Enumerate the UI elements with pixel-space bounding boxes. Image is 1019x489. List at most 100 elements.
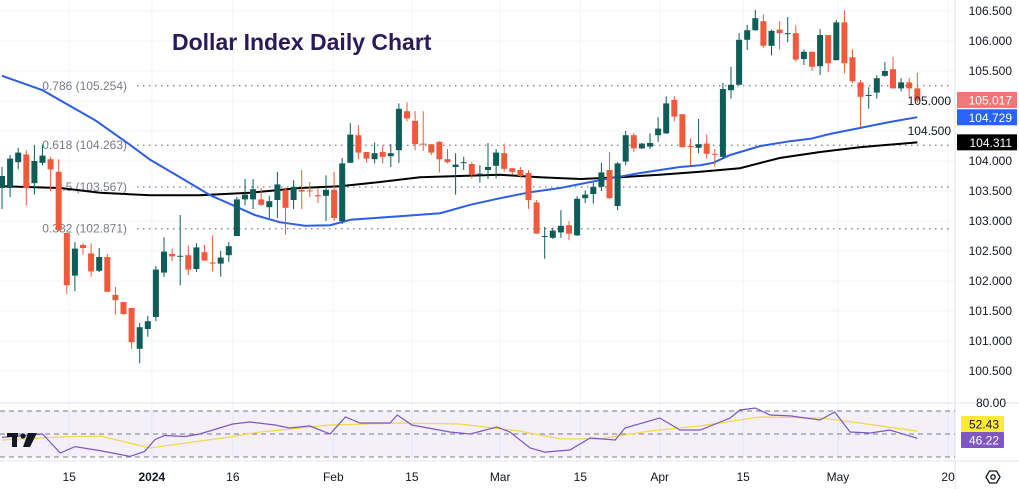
candle (476, 165, 483, 183)
candle-body (80, 245, 86, 248)
candle (606, 152, 613, 199)
candle-body (728, 84, 734, 91)
candle (825, 35, 832, 73)
candle (290, 180, 297, 209)
rsi-tag-bg (961, 416, 1004, 432)
candle (800, 49, 807, 65)
candle (460, 156, 467, 170)
candle (703, 134, 710, 159)
rsi-ma-line (1, 416, 918, 449)
candle-body (452, 164, 459, 167)
time-tick-label: 16 (226, 470, 240, 484)
candle (914, 72, 921, 103)
candle (833, 20, 840, 61)
candle (873, 75, 880, 99)
candle (404, 102, 410, 122)
candle (630, 132, 637, 152)
candle-body (784, 33, 791, 35)
candle-body (404, 111, 410, 119)
price-tick-label: 101.500 (969, 304, 1013, 318)
candle (557, 210, 564, 238)
candle-body (31, 161, 38, 184)
candle-body (112, 294, 119, 301)
rsi-tag-label: 52.43 (969, 418, 999, 432)
fib-level-label: 0.786 (105.254) (42, 79, 127, 93)
time-axis[interactable]: 15 2024 16 Feb 15 Mar 15 Apr 15 May 20 (63, 470, 956, 484)
candle (719, 83, 726, 160)
candle (152, 266, 159, 322)
candle (363, 152, 370, 163)
candle (314, 188, 321, 203)
candle (541, 227, 548, 259)
candle (71, 242, 78, 292)
candle (679, 114, 686, 148)
candle (55, 159, 62, 232)
candle-body (590, 186, 597, 194)
candle (695, 119, 702, 154)
rsi-line (1, 407, 918, 458)
candle-body (193, 247, 200, 269)
candle-body (128, 308, 135, 343)
candle-body (371, 153, 378, 160)
candle-body (314, 195, 321, 197)
candle (136, 323, 143, 364)
price-tick-label: 102.500 (969, 244, 1013, 258)
candle (282, 187, 289, 235)
candle-body (363, 152, 370, 159)
settings-gear-icon[interactable] (985, 470, 1001, 484)
candle-body (525, 173, 532, 200)
candle (387, 144, 394, 167)
candle (428, 144, 435, 155)
candle-body (833, 22, 840, 61)
candle (209, 235, 216, 272)
candle (39, 144, 46, 166)
candle-body (339, 163, 346, 221)
candle-body (493, 152, 500, 166)
candle (647, 133, 653, 149)
candle (242, 179, 248, 206)
candle (120, 302, 127, 315)
price-tick-label: 105.000 (908, 94, 952, 108)
time-tick-label: 15 (736, 470, 750, 484)
candle (177, 215, 184, 286)
candle-body (687, 146, 694, 147)
candle (306, 182, 313, 197)
candle (112, 287, 119, 315)
candle-body (638, 143, 645, 149)
candle (906, 78, 913, 98)
tradingview-logo-icon[interactable] (7, 433, 37, 447)
candle (217, 251, 224, 277)
candle (671, 96, 678, 122)
candle (638, 143, 645, 149)
candle-body (517, 170, 524, 176)
candle-body (501, 153, 508, 169)
candle (736, 33, 743, 86)
candle-body (444, 159, 451, 163)
candle-body (63, 233, 70, 286)
candle-body (15, 152, 22, 163)
candle (7, 155, 14, 197)
candle-body (606, 170, 613, 199)
price-tick-label: 103.000 (969, 214, 1013, 228)
candle (347, 123, 354, 163)
candle (792, 25, 799, 62)
candle (96, 248, 103, 272)
candle-body (703, 143, 710, 154)
candle-body (233, 199, 240, 236)
candle (355, 125, 362, 160)
price-axis[interactable]: 106.500 106.000 105.500 105.000 104.500 104.0… (908, 4, 1013, 410)
candle-body (7, 158, 14, 188)
candle (15, 147, 22, 170)
candle-body (574, 198, 581, 236)
candle (566, 221, 572, 241)
candle-body (379, 152, 386, 157)
candle-body (776, 29, 783, 34)
candle (80, 243, 86, 255)
candle-body (355, 135, 362, 153)
candle-body (96, 257, 103, 271)
candle-body (792, 33, 799, 60)
candle (185, 245, 192, 275)
rsi-tag-label: 46.22 (969, 434, 999, 448)
